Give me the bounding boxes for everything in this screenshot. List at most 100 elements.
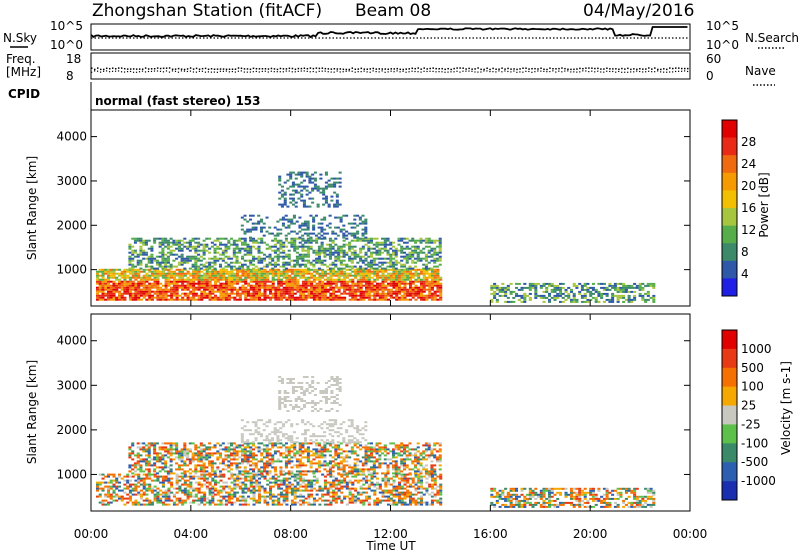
heatmap-cell <box>271 274 275 277</box>
heatmap-cell <box>205 267 209 270</box>
heatmap-cell <box>395 489 399 492</box>
heatmap-cell <box>395 292 399 295</box>
heatmap-cell <box>334 255 338 258</box>
heatmap-cell <box>351 296 355 299</box>
heatmap-cell <box>219 292 223 295</box>
heatmap-cell <box>337 253 341 256</box>
heatmap-cell <box>238 280 242 283</box>
heatmap-cell <box>373 489 377 492</box>
heatmap-cell <box>216 259 220 262</box>
heatmap-cell <box>324 181 328 184</box>
heatmap-cell <box>345 495 349 498</box>
heatmap-cell <box>364 232 368 235</box>
heatmap-cell <box>403 276 407 279</box>
heatmap-cell <box>258 272 262 275</box>
heatmap-cell <box>315 270 319 273</box>
heatmap-cell <box>293 489 297 492</box>
heatmap-cell <box>398 473 402 476</box>
heatmap-cell <box>197 267 201 270</box>
freq-dot <box>123 67 126 70</box>
heatmap-cell <box>101 503 105 506</box>
heatmap-cell <box>317 267 321 270</box>
nave-dot <box>408 71 410 73</box>
heatmap-cell <box>161 491 165 494</box>
heatmap-cell <box>109 479 113 482</box>
heatmap-cell <box>376 497 380 500</box>
heatmap-cell <box>260 226 264 229</box>
heatmap-cell <box>392 501 396 504</box>
nave-dot <box>513 70 515 72</box>
nave-dot <box>285 70 287 72</box>
heatmap-cell <box>123 475 127 478</box>
heatmap-cell <box>183 487 187 490</box>
heatmap-cell <box>200 274 204 277</box>
heatmap-cell <box>292 214 296 217</box>
freq-dot <box>441 67 443 70</box>
heatmap-cell <box>425 276 429 279</box>
heatmap-cell <box>430 241 434 244</box>
heatmap-cell <box>282 489 286 492</box>
heatmap-cell <box>438 247 442 250</box>
heatmap-cell <box>107 274 111 277</box>
heatmap-cell <box>439 296 443 299</box>
heatmap-cell <box>255 290 259 293</box>
heatmap-cell <box>252 298 256 301</box>
heatmap-cell <box>153 499 157 502</box>
heatmap-cell <box>249 288 253 291</box>
heatmap-cell <box>326 284 330 287</box>
heatmap-cell <box>384 270 388 273</box>
heatmap-cell <box>235 247 239 250</box>
heatmap-cell <box>175 479 179 482</box>
heatmap-cell <box>381 495 385 498</box>
nave-dot <box>618 70 620 73</box>
heatmap-cell <box>376 278 380 281</box>
heatmap-cell <box>411 261 415 264</box>
heatmap-cell <box>307 280 311 283</box>
heatmap-cell <box>131 296 135 299</box>
heatmap-cell <box>318 272 322 275</box>
heatmap-cell <box>161 274 165 277</box>
heatmap-cell <box>175 272 179 275</box>
heatmap-cell <box>181 280 185 283</box>
heatmap-cell <box>203 479 207 482</box>
heatmap-cell <box>255 288 259 291</box>
heatmap-cell <box>180 239 184 242</box>
heatmap-cell <box>133 464 137 467</box>
heatmap-cell <box>194 257 198 260</box>
heatmap-cell <box>282 495 286 498</box>
heatmap-cell <box>266 495 270 498</box>
heatmap-cell <box>337 473 341 476</box>
heatmap-cell <box>370 475 374 478</box>
heatmap-cell <box>249 481 253 484</box>
heatmap-cell <box>389 259 393 262</box>
heatmap-cell <box>348 272 352 275</box>
heatmap-cell <box>159 272 163 275</box>
heatmap-cell <box>287 218 291 221</box>
heatmap-cell <box>439 282 443 285</box>
heatmap-cell <box>433 249 437 252</box>
heatmap-cell <box>208 251 212 254</box>
heatmap-cell <box>351 475 355 478</box>
heatmap-cell <box>128 296 132 299</box>
heatmap-cell <box>345 487 349 490</box>
heatmap-cell <box>420 278 424 281</box>
heatmap-cell <box>192 487 196 490</box>
heatmap-cell <box>589 298 593 301</box>
heatmap-cell <box>200 485 204 488</box>
heatmap-cell <box>318 268 322 271</box>
heatmap-cell <box>142 487 146 490</box>
heatmap-cell <box>148 290 152 293</box>
heatmap-cell <box>145 473 149 476</box>
heatmap-cell <box>312 288 316 291</box>
heatmap-cell <box>414 475 418 478</box>
heatmap-cell <box>156 278 160 281</box>
heatmap-cell <box>200 270 204 273</box>
heatmap-cell <box>192 499 196 502</box>
heatmap-cell <box>298 224 302 227</box>
nave-dot <box>102 70 105 72</box>
heatmap-cell <box>134 294 138 297</box>
heatmap-cell <box>258 290 262 293</box>
heatmap-cell <box>439 278 443 281</box>
heatmap-cell <box>186 270 190 273</box>
heatmap-cell <box>137 282 141 285</box>
